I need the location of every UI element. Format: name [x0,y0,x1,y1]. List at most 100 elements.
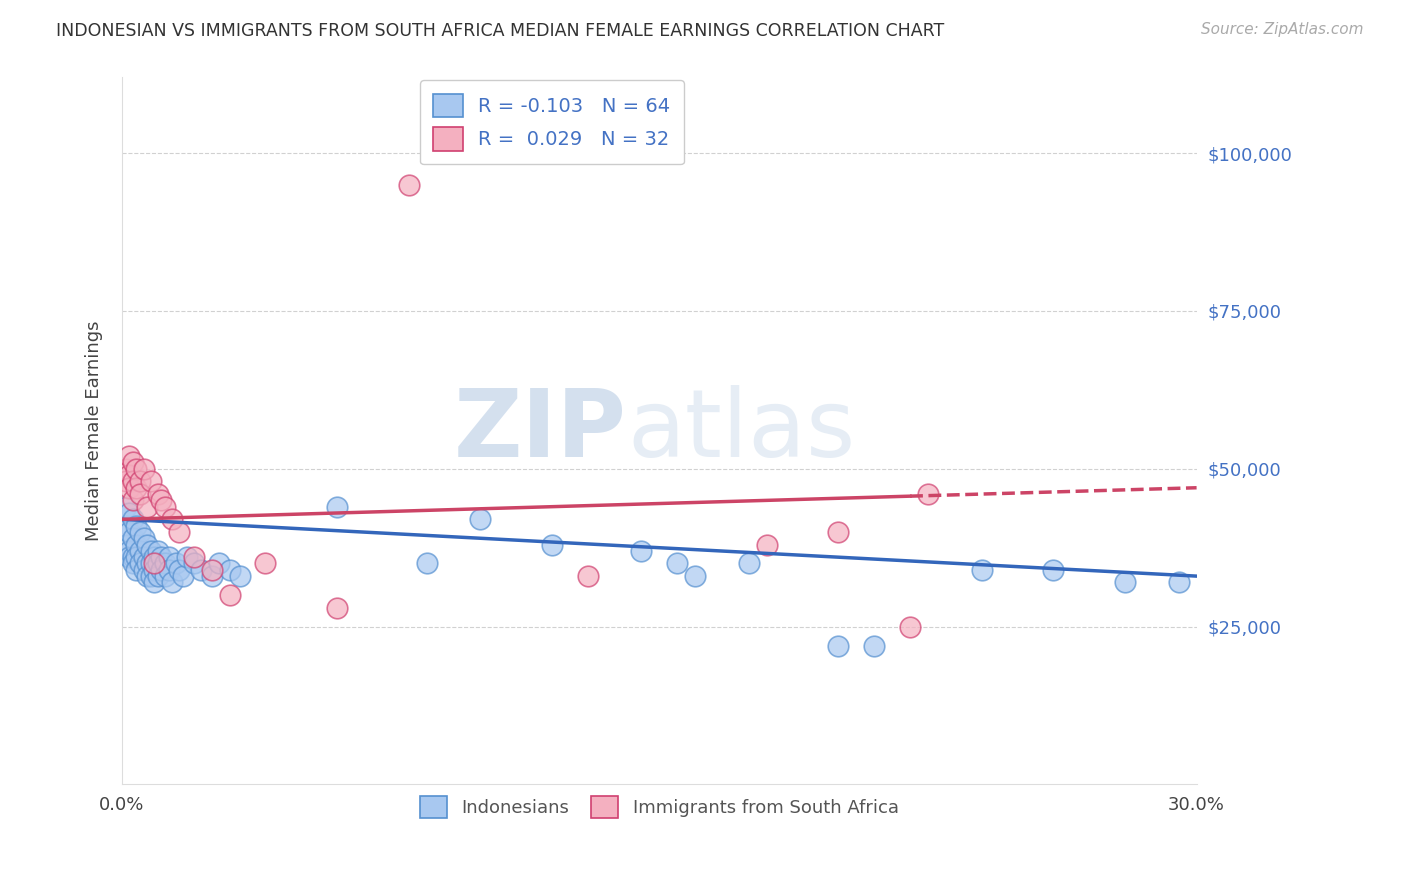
Point [157,563,180,577]
Point [254,557,277,571]
Point [121,455,143,469]
Point [118,449,141,463]
Point [229,569,252,583]
Point [132,531,155,545]
Point [970,563,993,577]
Point [132,462,155,476]
Point [150,493,173,508]
Point [143,575,166,590]
Point [208,557,231,571]
Point [827,524,849,539]
Point [121,557,143,571]
Point [129,475,152,489]
Point [153,557,176,571]
Point [190,563,212,577]
Point [898,619,921,633]
Point [136,537,159,551]
Point [143,550,166,565]
Point [576,569,599,583]
Point [630,544,652,558]
Text: atlas: atlas [627,385,855,477]
Point [183,557,205,571]
Point [121,531,143,545]
Point [172,569,194,583]
Point [146,487,169,501]
Point [169,524,191,539]
Point [121,512,143,526]
Point [683,569,706,583]
Text: INDONESIAN VS IMMIGRANTS FROM SOUTH AFRICA MEDIAN FEMALE EARNINGS CORRELATION CH: INDONESIAN VS IMMIGRANTS FROM SOUTH AFRI… [56,22,945,40]
Point [755,537,778,551]
Point [136,569,159,583]
Point [183,550,205,565]
Point [132,563,155,577]
Point [160,512,183,526]
Point [150,550,173,565]
Point [218,588,240,602]
Point [118,506,141,520]
Point [129,544,152,558]
Point [153,500,176,514]
Point [121,550,143,565]
Point [157,550,180,565]
Point [139,569,162,583]
Point [169,563,191,577]
Point [118,524,141,539]
Point [125,462,148,476]
Point [470,512,492,526]
Legend: Indonesians, Immigrants from South Africa: Indonesians, Immigrants from South Afric… [413,789,905,825]
Point [136,500,159,514]
Point [200,563,222,577]
Point [118,550,141,565]
Point [125,563,148,577]
Point [125,537,148,551]
Point [146,544,169,558]
Point [118,481,141,495]
Point [125,481,148,495]
Point [738,557,761,571]
Point [125,550,148,565]
Point [150,563,173,577]
Point [415,557,437,571]
Point [160,575,183,590]
Point [398,178,420,192]
Point [121,475,143,489]
Point [146,569,169,583]
Point [129,557,152,571]
Point [218,563,240,577]
Text: ZIP: ZIP [454,385,627,477]
Point [176,550,198,565]
Point [118,468,141,483]
Point [863,639,886,653]
Point [326,500,349,514]
Point [118,544,141,558]
Point [114,475,136,489]
Point [139,544,162,558]
Point [132,550,155,565]
Point [1167,575,1189,590]
Point [143,557,166,571]
Point [326,600,349,615]
Point [1114,575,1136,590]
Point [200,569,222,583]
Point [114,500,136,514]
Point [125,518,148,533]
Point [114,462,136,476]
Point [153,569,176,583]
Point [146,557,169,571]
Point [136,557,159,571]
Y-axis label: Median Female Earnings: Median Female Earnings [86,321,103,541]
Point [1042,563,1064,577]
Point [541,537,564,551]
Point [139,475,162,489]
Point [114,537,136,551]
Text: Source: ZipAtlas.com: Source: ZipAtlas.com [1201,22,1364,37]
Point [666,557,689,571]
Point [121,493,143,508]
Point [114,518,136,533]
Point [827,639,849,653]
Point [129,524,152,539]
Point [129,487,152,501]
Point [139,557,162,571]
Point [917,487,939,501]
